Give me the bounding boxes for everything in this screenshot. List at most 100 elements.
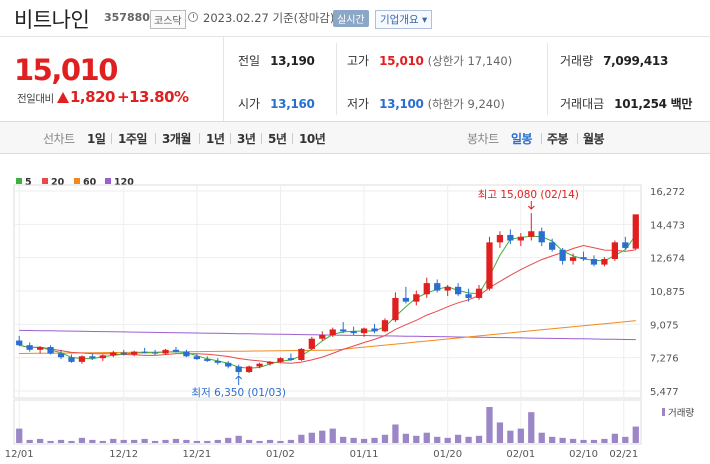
candle-body: [36, 347, 44, 350]
volume-bar: [319, 430, 326, 443]
chart-grid: [13, 184, 642, 445]
volume-bar: [569, 438, 577, 443]
tab-1d[interactable]: 1일: [87, 132, 106, 146]
stat-volume: 거래량 7,099,413: [560, 52, 668, 69]
legend-text: 120: [114, 177, 134, 188]
candle-body: [601, 259, 608, 265]
tab-10y[interactable]: 10년: [299, 132, 326, 146]
legend-ma60[interactable]: 60: [74, 177, 96, 188]
candle-body: [622, 242, 629, 248]
volume-bar: [486, 407, 493, 443]
chart-tabs: 선차트 1일 1주일 3개월 1년 3년 5년 10년 봉차트 일봉 주봉 월봉: [0, 121, 710, 154]
candle-body: [16, 340, 23, 346]
company-info-dropdown[interactable]: 기업개요 ▾: [375, 10, 433, 29]
candle-body: [172, 349, 180, 352]
candle-body: [287, 358, 295, 361]
stat-value: 7,099,413: [603, 54, 668, 68]
volume-bar: [454, 434, 462, 443]
candle-body: [110, 352, 117, 356]
tab-monthly[interactable]: 월봉: [583, 132, 605, 146]
volume-bar: [423, 432, 430, 443]
candle-chart-label[interactable]: 봉차트: [467, 132, 499, 146]
volume-bar: [580, 439, 587, 443]
candle-body: [590, 259, 598, 265]
legend-text: 60: [83, 177, 97, 188]
tab-1w[interactable]: 1주일: [118, 132, 147, 146]
y-tick-label: 5,477: [650, 387, 679, 398]
legend-swatch: [42, 178, 48, 184]
stat-label: 시가: [238, 97, 261, 111]
tab-3m[interactable]: 3개월: [162, 132, 191, 146]
divider: [547, 43, 548, 115]
volume-bar: [590, 439, 598, 443]
candlestick-chart[interactable]: 거래량 16,272 14,473 12,674 10,875 9,075 7,276 5,…: [0, 155, 710, 464]
candle-body: [434, 283, 441, 291]
candle-body: [632, 214, 639, 249]
volume-bar: [225, 437, 232, 443]
volume-bar: [162, 439, 169, 443]
volume-bar: [131, 439, 138, 443]
volume-bar: [36, 438, 44, 443]
candle-body: [611, 242, 619, 260]
x-tick-label: 02/01: [506, 449, 535, 460]
candle-body: [569, 257, 577, 261]
clock-icon: [188, 12, 198, 22]
volume-bar: [214, 439, 221, 443]
legend-text: 20: [51, 177, 65, 188]
candle-body: [131, 351, 138, 355]
volume-bar: [350, 437, 357, 443]
candle-body: [528, 231, 535, 237]
candle-body: [413, 294, 420, 302]
divider: [111, 133, 112, 144]
ma20-line: [19, 244, 636, 364]
volume-bar: [381, 434, 389, 443]
divider: [230, 133, 231, 144]
volume-bar: [632, 426, 639, 443]
candle-body: [371, 328, 378, 332]
volume-bar: [245, 439, 253, 443]
x-tick-label: 01/20: [433, 449, 462, 460]
candle-body: [549, 242, 556, 250]
candle-body: [308, 338, 315, 349]
stat-label: 고가: [347, 54, 370, 68]
stat-note: (하한가 9,240): [427, 97, 505, 111]
tab-3y[interactable]: 3년: [237, 132, 256, 146]
realtime-button[interactable]: 실시간: [333, 10, 369, 27]
tab-daily[interactable]: 일봉: [511, 132, 533, 146]
current-price: 15,010: [14, 53, 118, 87]
candle-body: [235, 366, 242, 373]
quote-date: 2023.02.27 기준(장마감): [203, 11, 335, 25]
volume-bar: [89, 439, 96, 443]
volume-bar: [193, 440, 201, 443]
candle-body: [454, 286, 462, 295]
volume-bar: [622, 436, 629, 443]
volume-bar: [601, 438, 608, 443]
tab-5y[interactable]: 5년: [268, 132, 287, 146]
line-chart-label[interactable]: 선차트: [43, 132, 75, 146]
x-tick-label: 02/10: [569, 449, 598, 460]
candle-body: [329, 329, 336, 335]
volume-legend-swatch: [662, 408, 665, 416]
volume-bar: [47, 440, 54, 443]
volume-bar: [444, 437, 451, 443]
stat-value: 13,160: [270, 97, 315, 111]
legend-ma5[interactable]: 5: [16, 177, 32, 188]
volume-bar: [538, 432, 545, 443]
legend-ma120[interactable]: 120: [105, 177, 134, 188]
stat-value: 13,100: [379, 97, 424, 111]
volume-bar: [507, 430, 514, 443]
legend-ma20[interactable]: 20: [42, 177, 64, 188]
tab-weekly[interactable]: 주봉: [547, 132, 569, 146]
y-tick-label: 12,674: [650, 254, 685, 265]
tab-1y[interactable]: 1년: [206, 132, 225, 146]
volume-bar: [16, 428, 23, 443]
candle-body: [360, 328, 368, 334]
volume-bar: [329, 428, 336, 443]
candle-body: [141, 351, 148, 353]
volume-bar: [434, 436, 441, 443]
ma120-line: [19, 329, 636, 341]
stat-open: 시가 13,160: [238, 95, 315, 112]
volume-bar: [235, 435, 242, 443]
candle-body: [256, 363, 263, 367]
volume-bar: [298, 434, 305, 443]
